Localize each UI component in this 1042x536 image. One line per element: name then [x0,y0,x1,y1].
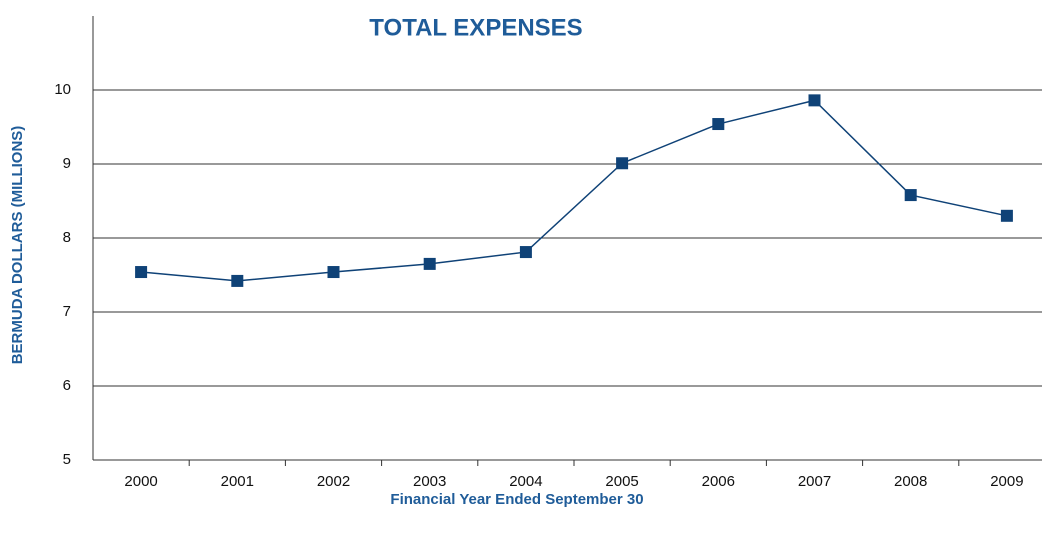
x-tick-label: 2002 [317,473,350,490]
y-tick-label: 8 [63,229,71,246]
marker [616,157,629,170]
y-tick-label: 7 [63,303,71,320]
x-tick-label: 2003 [413,473,446,490]
x-tick-label: 2004 [509,473,542,490]
y-tick-label: 5 [63,451,71,468]
y-tick-label: 6 [63,377,71,394]
y-axis-label: BERMUDA DOLLARS (MILLIONS) [9,126,26,365]
x-tick-label: 2000 [124,473,157,490]
marker [423,257,436,270]
marker [712,118,725,131]
y-tick-label: 10 [54,81,71,98]
marker [327,266,340,279]
marker [904,189,917,202]
marker [135,266,148,279]
x-tick-label: 2006 [702,473,735,490]
x-tick-label: 2008 [894,473,927,490]
chart-title: TOTAL EXPENSES [369,14,582,41]
x-axis-label: Financial Year Ended September 30 [390,491,643,508]
marker [808,94,821,107]
x-tick-label: 2007 [798,473,831,490]
marker [519,246,532,259]
marker [1000,209,1013,222]
marker [231,274,244,287]
y-tick-label: 9 [63,155,71,172]
x-tick-label: 2001 [221,473,254,490]
x-tick-label: 2009 [990,473,1023,490]
x-tick-label: 2005 [605,473,638,490]
series-line [141,99,1008,282]
